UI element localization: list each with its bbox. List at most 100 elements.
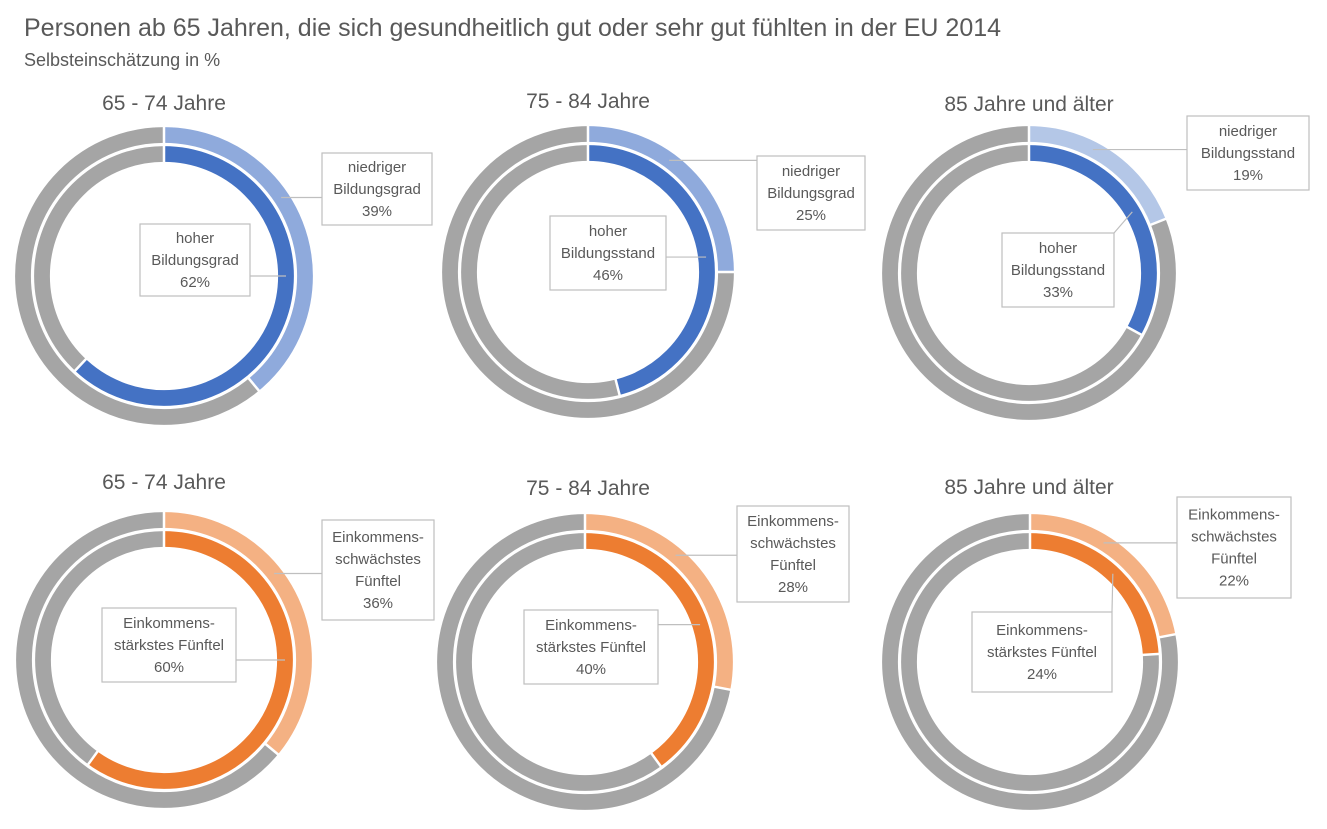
outer-ring-value-arc <box>1029 513 1176 638</box>
outer-ring-segment-border <box>264 742 280 756</box>
outer-series-label-line: Fünftel <box>1211 551 1257 568</box>
outer-ring-segment-border <box>1149 217 1168 227</box>
outer-series-label-line: 36% <box>363 595 393 612</box>
outer-ring-outer-edge <box>440 124 736 420</box>
outer-series-label-line: schwächstes <box>750 535 836 552</box>
outer-series-label-line: niedriger <box>1219 123 1277 140</box>
inner-series-label-line: stärkstes Fünftel <box>987 644 1097 661</box>
outer-series-label-line: 19% <box>1233 167 1263 184</box>
outer-series-label-line: niedriger <box>782 163 840 180</box>
inner-ring-value-arc <box>87 530 294 790</box>
inner-series-label-line: stärkstes Fünftel <box>114 637 224 654</box>
inner-series-leader-line <box>1111 573 1114 613</box>
outer-ring-inner-edge <box>457 141 719 403</box>
outer-series-label-line: 39% <box>362 203 392 220</box>
outer-ring-outer-edge <box>14 510 314 810</box>
outer-ring-segment-border <box>247 376 261 393</box>
inner-ring-value-arc <box>1029 532 1160 656</box>
outer-series-label-line: 25% <box>796 207 826 224</box>
inner-series-label-line: 60% <box>154 659 184 676</box>
outer-series-label-line: 22% <box>1219 573 1249 590</box>
chart-subtitle: Selbsteinschätzung in % <box>24 50 221 70</box>
donut-chart-3: 85 Jahre und älter niedriger Bildungsstand… <box>880 93 1310 422</box>
inner-series-label-line: Bildungsgrad <box>151 252 239 269</box>
outer-ring-inner-edge <box>452 529 718 795</box>
donut-chart-title: 75 - 84 Jahre <box>526 90 650 113</box>
inner-ring-outer-edge <box>32 144 296 408</box>
inner-series-label-line: Bildungsstand <box>561 245 655 262</box>
inner-ring-segment-border <box>1141 652 1160 657</box>
inner-ring-value-arc <box>1028 144 1158 335</box>
donut-chart-title: 65 - 74 Jahre <box>102 471 226 494</box>
outer-series-label-box <box>1176 496 1292 599</box>
donut-chart-2: 75 - 84 Jahre niedriger Bildungsgrad 25% hoh… <box>440 90 866 420</box>
outer-series-label-line: Bildungsgrad <box>333 181 421 198</box>
donut-chart-title: 75 - 84 Jahre <box>526 477 650 500</box>
outer-ring-value-arc <box>163 126 314 392</box>
inner-ring-inner-edge <box>916 160 1142 386</box>
outer-ring-inner-edge <box>31 527 297 793</box>
outer-ring-inner-edge <box>897 141 1161 405</box>
outer-ring-outer-edge <box>880 512 1180 812</box>
donut-chart-title: 65 - 74 Jahre <box>102 92 226 115</box>
outer-ring-segment-border <box>713 685 732 692</box>
inner-ring-outer-edge <box>459 143 717 401</box>
outer-series-label-line: Bildungsstand <box>1201 145 1295 162</box>
inner-series-label-box <box>101 607 237 683</box>
outer-series-label-line: Bildungsgrad <box>767 185 855 202</box>
inner-series-label-line: Bildungsstand <box>1011 262 1105 279</box>
inner-series-label-line: 62% <box>180 274 210 291</box>
outer-series-label-line: schwächstes <box>335 551 421 568</box>
outer-series-label-box <box>321 519 435 621</box>
outer-ring-value-arc <box>163 511 313 755</box>
inner-ring-outer-edge <box>454 531 716 793</box>
inner-ring-segment-border <box>1125 325 1143 337</box>
outer-series-label-line: Fünftel <box>355 573 401 590</box>
inner-ring-outer-edge <box>899 143 1159 403</box>
outer-series-label-line: Einkommens- <box>1188 507 1280 524</box>
outer-series-label-line: Einkommens- <box>332 529 424 546</box>
outer-ring-outer-edge <box>13 125 315 427</box>
outer-ring-inner-edge <box>897 529 1163 795</box>
inner-series-label-box <box>971 611 1113 693</box>
inner-ring-value-arc <box>74 145 295 407</box>
outer-series-label-box <box>736 505 850 603</box>
outer-series-label-line: niedriger <box>348 159 406 176</box>
donut-chart-5: 75 - 84 Jahre Einkommens-schwächstes Fünft… <box>435 477 850 812</box>
outer-ring-value-arc <box>584 513 734 690</box>
inner-series-label-line: hoher <box>589 223 627 240</box>
inner-series-label-line: 40% <box>576 661 606 678</box>
inner-ring-inner-edge <box>471 548 699 776</box>
outer-ring-value-arc <box>587 125 735 273</box>
inner-series-label-box <box>1001 232 1115 308</box>
inner-ring-inner-edge <box>916 548 1144 776</box>
donut-chart-1: 65 - 74 Jahre niedriger Bildungsgrad 39% hoh… <box>13 92 433 427</box>
outer-ring-outer-edge <box>435 512 735 812</box>
inner-series-leader-line <box>1113 211 1133 234</box>
inner-ring-segment-border <box>73 357 88 373</box>
inner-series-label-line: 33% <box>1043 284 1073 301</box>
inner-ring-segment-border <box>614 378 622 397</box>
outer-series-label-line: schwächstes <box>1191 529 1277 546</box>
inner-ring-segment-border <box>86 749 100 766</box>
outer-series-label-line: 28% <box>778 579 808 596</box>
outer-ring-inner-edge <box>30 142 298 410</box>
outer-series-label-box <box>1186 115 1310 191</box>
inner-series-label-line: 24% <box>1027 666 1057 683</box>
donut-chart-4: 65 - 74 Jahre Einkommens-schwächstes Fünft… <box>14 471 435 810</box>
inner-ring-outer-edge <box>899 531 1161 793</box>
inner-series-label-line: Einkommens- <box>123 615 215 632</box>
chart-title: Personen ab 65 Jahren, die sich gesundhe… <box>24 14 1002 42</box>
inner-series-label-box <box>139 223 251 297</box>
outer-series-label-box <box>756 155 866 231</box>
inner-series-label-line: 46% <box>593 267 623 284</box>
inner-series-label-line: Einkommens- <box>545 617 637 634</box>
donut-chart-title: 85 Jahre und älter <box>944 93 1113 116</box>
inner-series-label-box <box>523 609 659 685</box>
donut-chart-6: 85 Jahre und älter Einkommens-schwächstes… <box>880 476 1292 812</box>
inner-ring-segment-border <box>649 751 663 768</box>
inner-ring-inner-edge <box>476 160 700 384</box>
outer-series-label-line: Einkommens- <box>747 513 839 530</box>
outer-ring-value-arc <box>1028 125 1167 226</box>
